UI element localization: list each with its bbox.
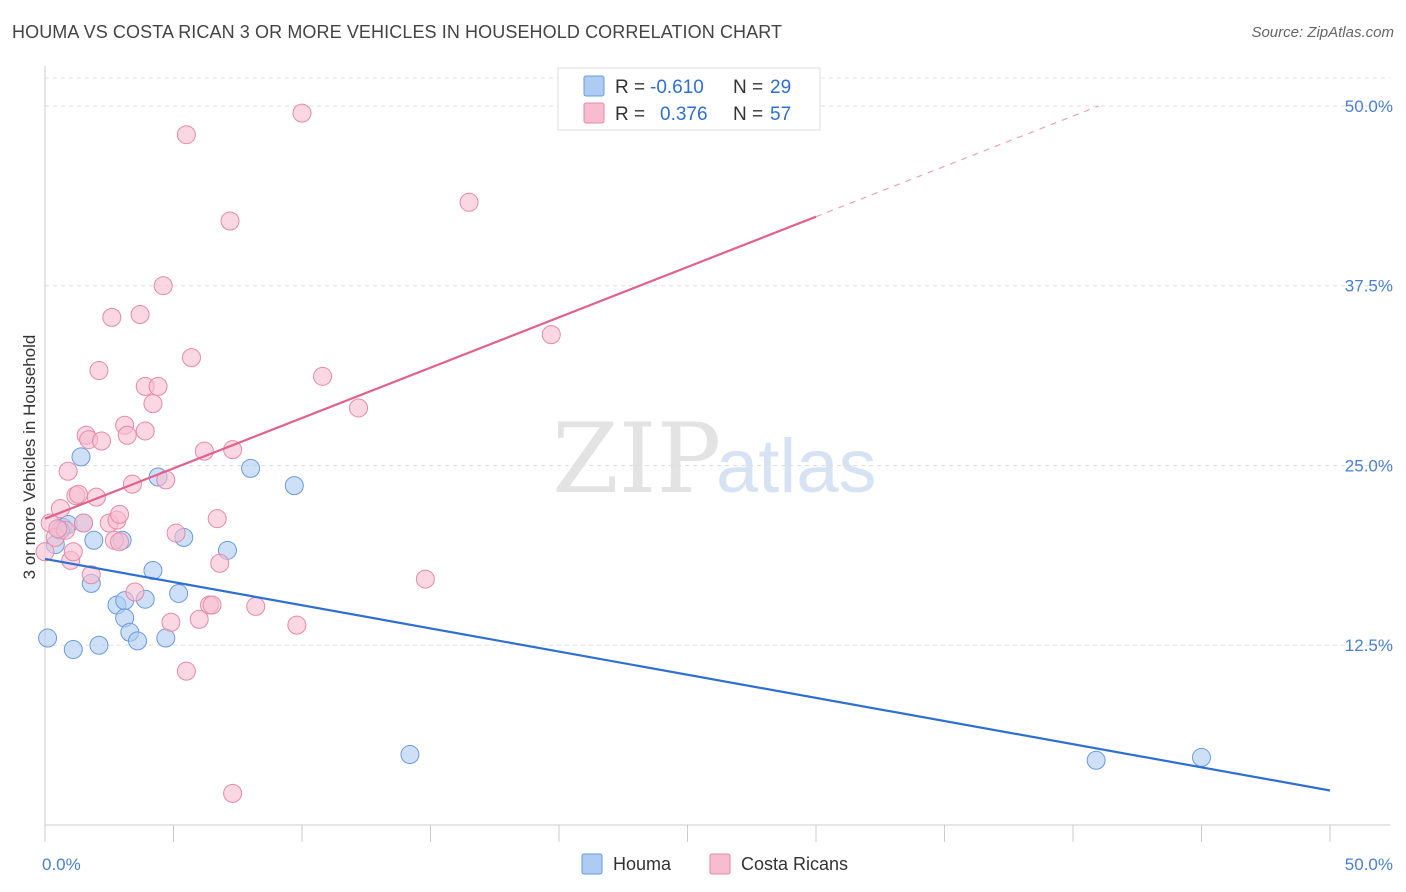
data-point (166, 523, 186, 543)
data-point (135, 421, 155, 441)
data-point (220, 211, 240, 231)
legend-n-label-costa-ricans: N = (733, 104, 763, 125)
data-point (181, 348, 201, 368)
data-point (86, 487, 106, 507)
data-point (63, 640, 83, 660)
data-point (169, 583, 189, 603)
data-point (246, 596, 266, 616)
axes (44, 66, 1390, 842)
data-point (400, 745, 420, 765)
legend-r-label-costa-ricans: R = (615, 104, 645, 125)
data-point (117, 425, 137, 445)
legend-n-value-houma: 29 (770, 77, 791, 98)
trend-lines (44, 105, 1331, 792)
data-point (287, 615, 307, 635)
trend-line-houma (44, 557, 1331, 792)
bottom-legend-label-costa-ricans: Costa Ricans (741, 854, 848, 874)
trend-line-extension-costa-ricans (815, 105, 1099, 218)
data-point (38, 628, 58, 648)
data-point (223, 783, 243, 803)
data-point (189, 609, 209, 629)
data-point (153, 276, 173, 296)
data-point (241, 458, 261, 478)
legend-swatch-houma (583, 75, 605, 97)
data-point (110, 532, 130, 552)
watermark: ZIP atlas (552, 403, 877, 515)
y-tick-label: 37.5% (1345, 277, 1393, 296)
y-tick-labels: 12.5% 25.0% 37.5% 50.0% (1345, 97, 1393, 655)
x-tick-labels: 0.0% 50.0% (42, 855, 1393, 874)
data-point (35, 542, 55, 562)
data-point (89, 361, 109, 381)
gridlines (45, 77, 1390, 646)
data-point (110, 504, 130, 524)
data-point (1192, 747, 1211, 767)
data-point (176, 125, 196, 145)
y-tick-label: 12.5% (1345, 636, 1393, 655)
chart-title: HOUMA VS COSTA RICAN 3 OR MORE VEHICLES … (12, 22, 783, 42)
data-point (89, 635, 109, 655)
data-point (68, 484, 88, 504)
legend-r-value-houma: -0.610 (650, 77, 704, 98)
bottom-legend-swatch-houma (581, 853, 603, 875)
data-point (63, 542, 83, 562)
data-point (349, 398, 369, 418)
data-point (284, 476, 304, 496)
data-point (148, 376, 168, 396)
data-point (202, 595, 222, 615)
data-point (58, 461, 78, 481)
data-point (313, 366, 333, 386)
data-point (125, 582, 145, 602)
y-axis-title: 3 or more Vehicles in Household (20, 335, 39, 580)
legend-r-label-houma: R = (615, 77, 645, 98)
data-point (210, 553, 230, 573)
data-point (156, 628, 176, 648)
x-tick-label: 50.0% (1345, 855, 1393, 874)
legend-n-label-houma: N = (733, 77, 763, 98)
watermark-atlas: atlas (716, 424, 877, 509)
data-point (128, 631, 148, 651)
series-legend: Houma Costa Ricans (581, 853, 848, 875)
series-costa-ricans-points (35, 103, 561, 803)
data-point (102, 307, 122, 327)
data-point (130, 304, 150, 324)
data-point (541, 325, 561, 345)
x-tick-label: 0.0% (42, 855, 81, 874)
data-points (35, 103, 1211, 803)
data-point (81, 565, 101, 585)
legend-n-value-costa-ricans: 57 (770, 104, 791, 125)
data-point (92, 431, 112, 451)
data-point (459, 192, 479, 212)
bottom-legend-label-houma: Houma (613, 854, 672, 874)
data-point (143, 394, 163, 414)
data-point (292, 103, 312, 123)
data-point (1086, 750, 1106, 770)
correlation-legend: R = -0.610 N = 29 R = 0.376 N = 57 (557, 67, 821, 131)
data-point (176, 661, 196, 681)
legend-swatch-costa-ricans (583, 102, 605, 124)
data-point (48, 519, 68, 539)
y-tick-label: 50.0% (1345, 97, 1393, 116)
data-point (415, 569, 435, 589)
data-point (161, 612, 181, 632)
data-point (74, 513, 94, 533)
data-point (84, 530, 104, 550)
trend-line-costa-ricans (44, 215, 817, 520)
watermark-zip: ZIP (552, 403, 721, 515)
legend-r-value-costa-ricans: 0.376 (660, 104, 708, 125)
bottom-legend-swatch-costa-ricans (709, 853, 731, 875)
y-tick-label: 25.0% (1345, 456, 1393, 475)
source-label: Source: ZipAtlas.com (1251, 24, 1394, 41)
data-point (71, 447, 91, 467)
data-point (207, 509, 227, 529)
